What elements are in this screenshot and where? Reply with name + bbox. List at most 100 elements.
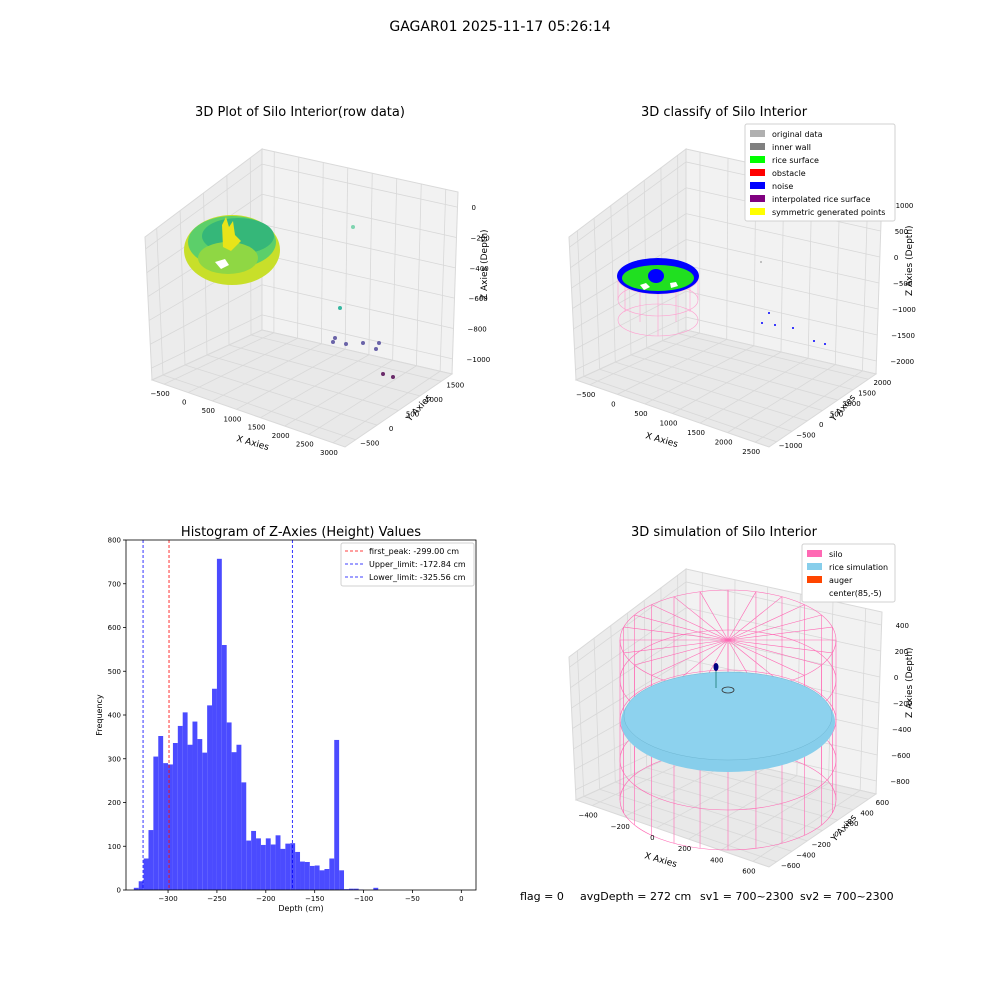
x-tick-label: 1500	[687, 429, 705, 437]
x-tick-label: −200	[256, 895, 275, 903]
y-tick-label: 1000	[425, 396, 443, 404]
y-tick-label: 700	[108, 580, 121, 588]
classify-3d-zlabel: Z Axies (Depth)	[905, 225, 915, 296]
histogram-bar	[216, 558, 222, 890]
histogram-y-ticks: 0 100 200 300 400 500 600 700 800	[108, 537, 126, 895]
grid-line-z	[685, 264, 879, 310]
z-tick-label: 200	[895, 648, 908, 656]
histogram-bar	[236, 744, 242, 890]
histogram-bar	[168, 764, 173, 890]
y-tick-label: 500	[830, 411, 843, 419]
x-tick-label: 2500	[742, 448, 760, 456]
histogram-bar	[265, 838, 271, 890]
histogram-bar	[373, 887, 379, 890]
legend-frame	[340, 542, 475, 587]
x-tick-label: 2000	[715, 439, 733, 447]
z-tick-label: −1000	[892, 306, 916, 314]
z-tick-label: −800	[468, 326, 487, 334]
histogram-bar	[187, 744, 193, 890]
simulation-3d-zlabel: Z Axies (Depth)	[905, 647, 915, 718]
y-tick-label: 0	[117, 887, 121, 895]
simulation-3d-auger	[713, 663, 735, 694]
simulation-3d-title: 3D simulation of Silo Interior	[631, 525, 818, 540]
grid-line-y	[184, 364, 378, 426]
z-tick-label: 400	[896, 622, 909, 630]
y-tick-label: 400	[860, 810, 873, 818]
z-tick-label: −600	[891, 752, 910, 760]
histogram-bar	[304, 862, 310, 890]
grid-line-y	[630, 774, 823, 831]
legend-frame	[801, 543, 896, 603]
legend-label: noise	[772, 182, 793, 191]
histogram-bars	[133, 558, 379, 890]
y-tick-label: 0	[819, 421, 823, 429]
grid-line-y	[583, 376, 777, 443]
grid-line-z-left	[569, 161, 687, 248]
grid-line-z	[685, 633, 880, 678]
x-tick-label: 1000	[224, 415, 242, 423]
grid-line-z	[685, 290, 878, 336]
histogram-bar	[226, 722, 232, 890]
footer-avg-depth: avgDepth = 272 cm	[580, 890, 691, 903]
histogram-bar	[158, 736, 164, 890]
y-tick-label: −500	[360, 440, 379, 448]
grid-line-z-left	[574, 290, 687, 350]
histogram-bar	[202, 752, 208, 890]
x-tick-label: −50	[405, 895, 420, 903]
x-tick-label: 200	[678, 845, 691, 853]
legend-swatch	[750, 143, 765, 150]
z-tick-label: −200	[471, 235, 490, 243]
grid-line-x-back	[344, 167, 349, 350]
z-tick-label: −400	[470, 265, 489, 273]
histogram-bar	[207, 705, 213, 890]
grid-line-z-left	[570, 607, 687, 688]
z-tick-label: −400	[892, 726, 911, 734]
x-tick-label: −100	[354, 895, 373, 903]
y-tick-label: 600	[108, 624, 121, 632]
x-tick-label: −400	[578, 812, 597, 820]
legend-swatch	[750, 156, 765, 163]
grid-line-y	[583, 796, 777, 863]
silo-spoke	[727, 639, 822, 666]
z-tick-label: 500	[895, 228, 908, 236]
y-tick-label: −1000	[779, 442, 803, 450]
grid-line-x-back	[368, 173, 373, 355]
silo-spoke	[727, 639, 833, 654]
histogram-bar	[197, 739, 203, 890]
legend-label: first_peak: -299.00 cm	[369, 547, 459, 556]
silo-spoke	[727, 614, 822, 641]
legend-swatch	[750, 169, 765, 176]
histogram-bar	[344, 889, 349, 890]
grid-line-x-back	[439, 189, 447, 372]
simulation-3d-x-ticks: −400 −200 0 200 400 600	[578, 812, 755, 876]
grid-line-y	[162, 374, 356, 441]
histogram-x-ticks: −300 −250 −200 −150 −100 −50 0	[158, 890, 464, 903]
classify-3d-points	[617, 258, 826, 345]
raw-3d-zlabel: Z Axies (Depth)	[480, 229, 490, 300]
z-tick-label: −800	[890, 778, 909, 786]
grid-line-y-left	[156, 228, 164, 376]
grid-line-z-left	[572, 659, 687, 729]
x-tick-label: −300	[158, 895, 177, 903]
silo-spoke	[651, 604, 729, 641]
histogram-bar	[309, 865, 315, 890]
y-tick-label: 300	[108, 755, 121, 763]
classify-3d-floor-pane	[574, 329, 878, 448]
histogram-bar	[324, 869, 330, 890]
x-tick-label: −250	[207, 895, 226, 903]
classify-3d-legend: original data inner wall rice surface obsta…	[744, 123, 896, 222]
legend-label: Upper_limit: -172.84 cm	[369, 560, 466, 569]
histogram-ylabel: Frequency	[95, 694, 104, 736]
silo-spoke	[727, 591, 757, 641]
y-tick-label: 400	[108, 712, 121, 720]
raw-3d-outliers	[331, 225, 395, 379]
grid-line-z-left	[575, 316, 687, 371]
legend-frame	[744, 123, 896, 222]
legend-label: silo	[829, 550, 843, 559]
histogram-bar	[221, 645, 227, 890]
grid-line-z	[261, 284, 454, 329]
classify-3d-z-ticks: 1000 500 0 −500 −1000 −1500 −2000	[890, 202, 915, 366]
legend-label: obstacle	[772, 169, 806, 178]
